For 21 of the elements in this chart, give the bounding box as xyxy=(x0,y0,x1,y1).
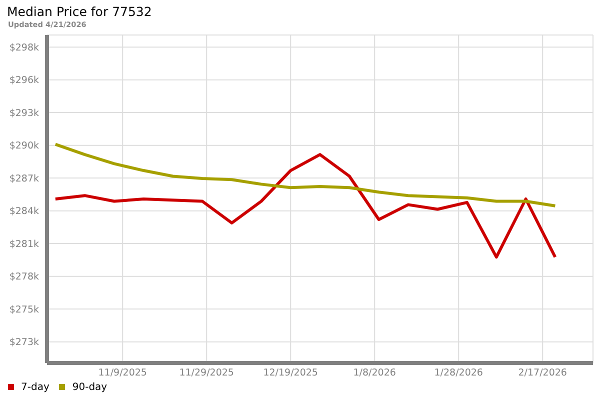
line-series xyxy=(54,153,557,259)
legend-label: 90-day xyxy=(72,382,108,393)
y-tick-label: $284k xyxy=(9,206,40,218)
line-series xyxy=(54,142,557,208)
y-tick-label: $293k xyxy=(9,108,40,119)
y-tick-label: $275k xyxy=(9,304,40,316)
x-tick-label: 1/8/2026 xyxy=(353,368,396,379)
chart-title: Median Price for 77532 xyxy=(7,4,152,19)
x-tick-label: 12/19/2025 xyxy=(263,368,318,379)
y-tick-label: $281k xyxy=(9,238,40,250)
y-tick-label: $278k xyxy=(9,272,40,283)
y-tick-label: $287k xyxy=(9,173,40,184)
x-tick-label: 11/29/2025 xyxy=(179,368,234,379)
x-tick-label: 1/28/2026 xyxy=(434,368,483,379)
y-tick-label: $273k xyxy=(9,337,40,348)
x-tick-label: 11/9/2025 xyxy=(98,368,147,379)
y-tick-label: $298k xyxy=(9,42,40,54)
x-tick-label: 2/17/2026 xyxy=(518,368,567,379)
y-tick-label: $290k xyxy=(9,140,40,152)
y-tick-label: $296k xyxy=(9,75,40,86)
legend-label: 7-day xyxy=(21,382,50,393)
